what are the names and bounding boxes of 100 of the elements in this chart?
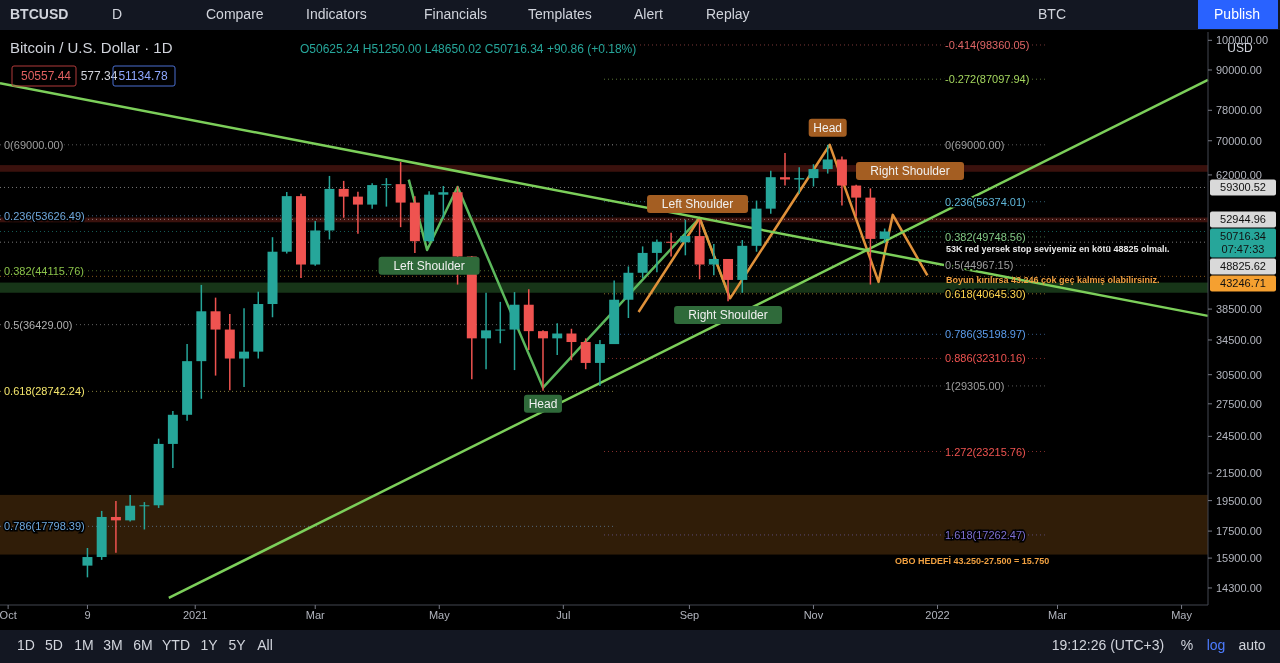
annotation: 577.34	[80, 69, 118, 83]
ref-line-label: 1.272(23215.76)	[945, 445, 1026, 458]
text: 07:47:33	[1221, 243, 1265, 256]
ref-line-label: 0.382(44115.76)	[4, 264, 84, 277]
ref-line-label: 0.382(49748.56)	[945, 230, 1026, 243]
x-tick-label: 2022	[925, 609, 950, 621]
annotation: 53K red yersek stop seviyemiz en kötü 48825 olmalı.	[946, 244, 1170, 254]
candlestick	[822, 144, 833, 175]
text: O50625.24 H51250.00 L48650.02 C50716.34 +90.86 (+0.18%)	[300, 42, 637, 56]
ref-line-label: 0.5(36429.00)	[4, 318, 73, 331]
ref-line-label: 0.618(40645.30)	[945, 287, 1026, 300]
annotation: 51134.78	[118, 69, 168, 83]
candlestick	[352, 191, 363, 235]
annotation: Head	[528, 396, 558, 411]
y-tick-label: 14300.00	[1216, 581, 1262, 594]
text: Indicators	[306, 6, 367, 22]
text: BTC	[1038, 6, 1066, 22]
candlestick	[210, 296, 221, 377]
candlestick	[495, 301, 506, 345]
x-tick-label: May	[428, 609, 451, 621]
text: 1Y	[200, 637, 219, 653]
text: 19:12:26 (UTC+3)	[1051, 637, 1165, 653]
x-tick-label: 2021	[182, 609, 208, 621]
candlestick	[139, 501, 150, 531]
ref-line-label: -0.272(87097.94)	[945, 73, 1030, 86]
candlestick	[125, 494, 136, 523]
y-tick-label: 70000.00	[1216, 134, 1262, 147]
ref-line-label: 0.886(32310.16)	[945, 352, 1026, 365]
candlestick	[438, 185, 449, 220]
candlestick	[637, 245, 648, 279]
text: 1M	[74, 637, 94, 653]
text: 5D	[45, 637, 63, 653]
candlestick	[481, 292, 492, 370]
candlestick	[651, 238, 662, 273]
annotation: 0(69000.00)	[945, 138, 1005, 151]
ref-line-label: 48825.62	[1220, 260, 1266, 273]
y-tick-label: 38500.00	[1216, 303, 1262, 316]
ref-line-label: 0.236(53626.49)	[4, 209, 85, 222]
y-tick-label: 21500.00	[1216, 467, 1262, 480]
text: Replay	[706, 6, 750, 22]
ref-line-label: 1.618(17262.47)	[945, 528, 1026, 541]
text: D	[111, 6, 123, 22]
y-tick-label: 27500.00	[1216, 397, 1262, 410]
ref-line-label: 1(29305.00)	[945, 379, 1005, 392]
text: Publish	[1214, 6, 1260, 22]
text: auto	[1238, 637, 1266, 653]
y-tick-label: 78000.00	[1216, 104, 1262, 117]
text: 3M	[103, 637, 123, 653]
candlestick	[395, 161, 406, 228]
candlestick	[82, 547, 93, 579]
x-tick-label: 9	[84, 609, 91, 621]
ref-line-label: 0.786(17798.39)	[4, 520, 85, 533]
ref-line-label: 52944.96	[1220, 213, 1266, 226]
annotation: OBO HEDEFİ 43.250-27.500 = 15.750	[895, 556, 1050, 566]
y-tick-label: 17500.00	[1216, 525, 1262, 538]
text: All	[257, 637, 273, 653]
ref-line-label: 0.5(44967.15)	[945, 259, 1014, 272]
y-tick-label: 90000.00	[1216, 63, 1262, 76]
ref-line-label: 0.618(28742.24)	[4, 385, 85, 398]
text: 5Y	[228, 637, 247, 653]
candlestick	[566, 328, 577, 362]
text: 1D	[17, 637, 35, 653]
text: %	[1180, 637, 1194, 653]
text: Alert	[634, 6, 663, 22]
ref-line-label: 0.786(35198.97)	[945, 328, 1026, 341]
ref-line-label: -0.414(98360.05)	[945, 38, 1030, 51]
annotation: Left Shoulder	[661, 197, 734, 212]
x-tick-label: May	[1171, 609, 1193, 621]
candlestick	[808, 163, 819, 188]
y-tick-label: 30500.00	[1216, 368, 1262, 381]
candlestick	[680, 218, 691, 257]
annotation: Left Shoulder	[393, 258, 465, 273]
candlestick	[851, 183, 862, 218]
candlestick	[367, 182, 378, 210]
y-tick-label: 19500.00	[1216, 494, 1262, 507]
x-tick-label: Oct	[0, 609, 17, 621]
candlestick	[594, 339, 605, 387]
x-tick-label: Jul	[556, 609, 571, 621]
candlestick	[580, 337, 591, 370]
y-tick-label: 34500.00	[1216, 333, 1262, 346]
x-tick-label: Mar	[1048, 609, 1068, 621]
annotation: 50557.44	[20, 69, 72, 83]
ref-line-label: 50716.34	[1220, 230, 1266, 243]
candlestick	[780, 152, 790, 187]
candlestick	[239, 307, 250, 388]
candlestick	[666, 231, 677, 258]
text: log	[1206, 637, 1226, 653]
y-tick-label: 15900.00	[1216, 552, 1262, 565]
annotation: Head	[813, 120, 843, 135]
text: YTD	[162, 637, 190, 653]
annotation: Right Shoulder	[870, 164, 950, 178]
y-tick-label: 62000.00	[1216, 168, 1262, 181]
text: 6M	[133, 637, 153, 653]
x-tick-label: Sep	[679, 609, 700, 621]
ref-line-label: 0(69000.00)	[4, 138, 64, 151]
text: Bitcoin / U.S. Dollar · 1D	[10, 39, 173, 56]
candlestick	[338, 180, 349, 219]
y-tick-label: 24500.00	[1216, 430, 1262, 443]
candlestick	[708, 243, 719, 277]
candlestick	[381, 177, 392, 208]
